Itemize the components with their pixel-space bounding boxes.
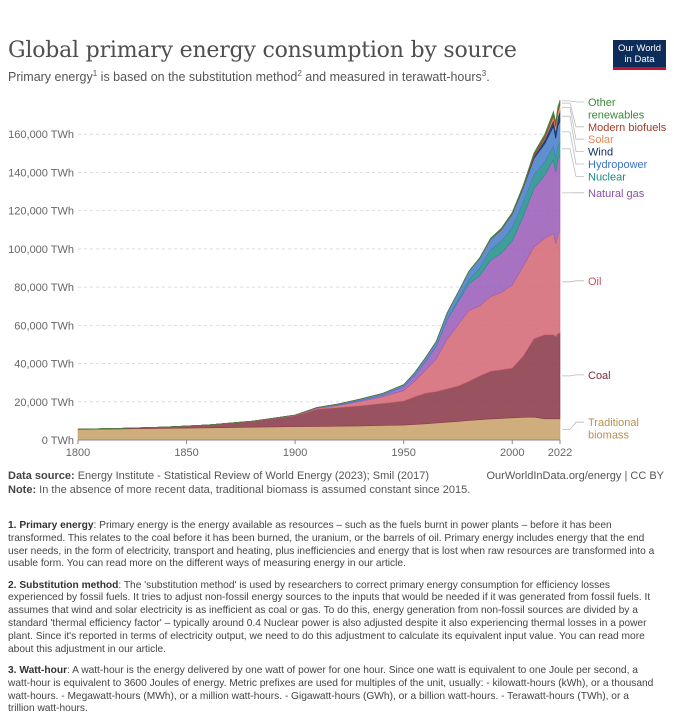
note-text: In the absence of more recent data, trad… <box>36 484 470 496</box>
legend-label-other-renewables-line-1: renewables <box>588 109 645 121</box>
footnote-3-label: 3. Watt-hour <box>8 665 67 676</box>
legend-connector-coal <box>562 375 584 376</box>
chart-subtitle: Primary energy1 is based on the substitu… <box>8 69 490 84</box>
note-label: Note: <box>8 484 36 496</box>
footnote-1: 1. Primary energy: Primary energy is the… <box>8 520 658 571</box>
legend-label-other-renewables-line-0: Other <box>588 97 616 109</box>
legend-label-natural-gas: Natural gas <box>588 188 645 200</box>
legend-connector-hydropower <box>562 132 584 164</box>
legend-label-wind: Wind <box>588 147 613 159</box>
x-tick-label-3: 1950 <box>391 447 415 459</box>
legend-connector-nuclear <box>562 149 584 177</box>
footnote-1-text: : Primary energy is the energy available… <box>8 520 654 569</box>
legend-label-oil: Oil <box>588 276 601 288</box>
y-tick-label-3: 60,000 TWh <box>14 320 74 332</box>
x-axis: 1800 1850 1900 1950 2000 2022 <box>66 440 572 459</box>
energy-chart: 0 TWh 20,000 TWh 40,000 TWh 60,000 TWh 80,00… <box>0 90 674 465</box>
y-tick-label-2: 40,000 TWh <box>14 359 74 371</box>
legend-label-coal: Coal <box>588 370 611 382</box>
x-tick-label-5: 2022 <box>548 447 572 459</box>
y-tick-label-6: 120,000 TWh <box>8 206 74 218</box>
legend-label-solar: Solar <box>588 134 614 146</box>
logo-line-2: in Data <box>613 54 666 65</box>
footnote-2-label: 2. Substitution method <box>8 580 118 591</box>
data-source: Data source: Energy Institute - Statisti… <box>8 470 470 482</box>
logo-accent-bar <box>613 67 666 70</box>
footnotes: 1. Primary energy: Primary energy is the… <box>8 520 658 725</box>
legend-connector-other-renewables <box>562 101 584 102</box>
x-tick-label-0: 1800 <box>66 447 90 459</box>
y-tick-label-1: 20,000 TWh <box>14 397 74 409</box>
legend-label-traditional-biomass-line-0: Traditional <box>588 417 639 429</box>
site-link[interactable]: OurWorldInData.org/energy | CC BY <box>486 470 664 482</box>
subtitle-part-4: . <box>486 70 489 84</box>
x-tick-label-1: 1850 <box>174 447 198 459</box>
y-tick-label-7: 140,000 TWh <box>8 167 74 179</box>
y-tick-label-0: 0 TWh <box>42 435 74 447</box>
legend-label-hydropower: Hydropower <box>588 159 648 171</box>
stacked-areas <box>78 100 560 440</box>
subtitle-part-1: Primary energy <box>8 70 93 84</box>
chart-note: Note: In the absence of more recent data… <box>8 484 470 496</box>
y-tick-label-5: 100,000 TWh <box>8 244 74 256</box>
footnote-1-label: 1. Primary energy <box>8 520 94 531</box>
footnote-3-text: : A watt-hour is the energy delivered by… <box>8 665 653 714</box>
logo-line-1: Our World <box>613 43 666 54</box>
subtitle-part-2: is based on the substitution method <box>97 70 297 84</box>
legend-label-modern-biofuels: Modern biofuels <box>588 122 667 134</box>
y-tick-label-8: 160,000 TWh <box>8 129 74 141</box>
footnote-2: 2. Substitution method: The 'substitutio… <box>8 580 658 657</box>
x-tick-label-4: 2000 <box>500 447 524 459</box>
legend-label-nuclear: Nuclear <box>588 171 626 183</box>
chart-title: Global primary energy consumption by sou… <box>8 38 517 63</box>
x-tick-label-2: 1900 <box>283 447 307 459</box>
legend-label-traditional-biomass-line-1: biomass <box>588 430 629 442</box>
data-source-label: Data source: <box>8 470 75 482</box>
y-axis-labels: 0 TWh 20,000 TWh 40,000 TWh 60,000 TWh 80,00… <box>8 129 74 447</box>
chart-footer: Data source: Energy Institute - Statisti… <box>8 470 470 496</box>
data-source-text[interactable]: Energy Institute - Statistical Review of… <box>75 470 429 482</box>
owid-logo[interactable]: Our World in Data <box>613 40 666 70</box>
y-tick-label-4: 80,000 TWh <box>14 282 74 294</box>
legend-connector-oil <box>562 281 584 282</box>
footnote-3: 3. Watt-hour: A watt-hour is the energy … <box>8 665 658 716</box>
legend-connector-traditional-biomass <box>562 422 584 429</box>
subtitle-part-3: and measured in terawatt-hours <box>302 70 482 84</box>
